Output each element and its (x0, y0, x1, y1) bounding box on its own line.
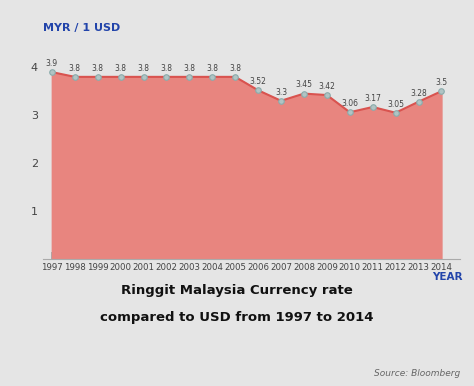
Text: 3.06: 3.06 (341, 99, 358, 108)
Text: 3.8: 3.8 (115, 64, 127, 73)
Text: 3.8: 3.8 (137, 64, 149, 73)
Text: 3.8: 3.8 (69, 64, 81, 73)
Text: 3.8: 3.8 (160, 64, 173, 73)
Text: 3.5: 3.5 (436, 78, 447, 87)
Text: Source: Bloomberg: Source: Bloomberg (374, 369, 460, 378)
Text: 3.17: 3.17 (364, 94, 381, 103)
Text: 3.05: 3.05 (387, 100, 404, 108)
Text: compared to USD from 1997 to 2014: compared to USD from 1997 to 2014 (100, 311, 374, 324)
Text: MYR / 1 USD: MYR / 1 USD (43, 23, 120, 33)
Text: 3.28: 3.28 (410, 88, 427, 98)
Text: 3.52: 3.52 (250, 77, 266, 86)
Text: 3.8: 3.8 (183, 64, 195, 73)
Text: 3.9: 3.9 (46, 59, 58, 68)
Text: 3.45: 3.45 (295, 80, 312, 90)
Text: 3.8: 3.8 (206, 64, 218, 73)
Text: Ringgit Malaysia Currency rate: Ringgit Malaysia Currency rate (121, 284, 353, 297)
Text: 3.42: 3.42 (319, 82, 335, 91)
Text: 3.8: 3.8 (91, 64, 104, 73)
Text: 3.3: 3.3 (275, 88, 287, 96)
Text: 3.8: 3.8 (229, 64, 241, 73)
Text: YEAR: YEAR (432, 272, 462, 282)
